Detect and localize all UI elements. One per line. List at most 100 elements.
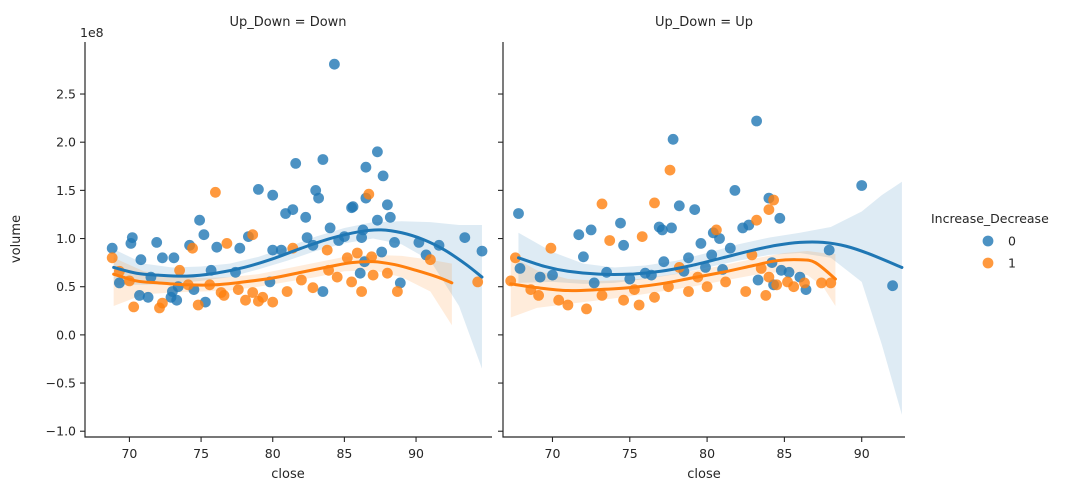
scatter-point-0 xyxy=(783,266,795,278)
scatter-point-1 xyxy=(596,198,608,210)
scatter-point-1 xyxy=(174,264,186,276)
scatter-point-0 xyxy=(601,266,612,278)
scatter-point-1 xyxy=(649,197,660,209)
y-tick-label: 2.5 xyxy=(56,87,76,102)
scatter-point-0 xyxy=(459,232,471,244)
scatter-point-1 xyxy=(760,290,772,301)
scatter-point-1 xyxy=(472,276,484,288)
legend-marker-0 xyxy=(982,235,994,247)
scatter-point-0 xyxy=(329,58,340,70)
scatter-point-1 xyxy=(683,286,694,297)
scatter-point-1 xyxy=(618,294,629,306)
legend-title: Increase_Decrease xyxy=(931,211,1049,226)
scatter-point-0 xyxy=(618,239,629,251)
scatter-point-0 xyxy=(324,222,336,234)
y-tick-label: 0.5 xyxy=(56,279,76,294)
x-tick-label: 75 xyxy=(193,446,209,461)
scatter-point-0 xyxy=(514,263,526,274)
scatter-point-1 xyxy=(346,276,357,288)
scatter-point-0 xyxy=(300,211,312,223)
scatter-point-0 xyxy=(513,208,524,219)
scatter-point-1 xyxy=(210,186,221,198)
scatter-point-1 xyxy=(106,252,118,264)
scatter-point-1 xyxy=(382,267,393,279)
x-tick-label: 80 xyxy=(699,446,715,461)
scatter-point-0 xyxy=(151,237,163,248)
legend-entry-0-label: 0 xyxy=(1008,234,1016,249)
scatter-point-1 xyxy=(596,290,608,301)
scatter-point-1 xyxy=(664,164,676,176)
scatter-point-0 xyxy=(774,212,786,224)
scatter-point-0 xyxy=(737,222,749,234)
scatter-point-0 xyxy=(547,269,558,281)
scatter-point-0 xyxy=(700,262,711,273)
trend-line-1 xyxy=(509,258,837,293)
legend: Increase_Decrease 0 1 xyxy=(931,211,1049,271)
scatter-point-0 xyxy=(356,232,367,244)
y-tick-label: 1.0 xyxy=(56,231,76,246)
scatter-point-1 xyxy=(740,286,752,297)
trend-line-1 xyxy=(112,260,454,287)
scatter-point-0 xyxy=(384,211,396,223)
scatter-point-0 xyxy=(534,271,546,283)
scatter-point-1 xyxy=(247,229,259,241)
scatter-point-0 xyxy=(667,133,679,145)
scatter-point-1 xyxy=(356,286,367,297)
scatter-point-0 xyxy=(114,277,125,289)
scatter-point-0 xyxy=(752,274,764,286)
scatter-point-0 xyxy=(823,244,835,256)
y-axis-offset-label: 1e8 xyxy=(80,25,104,40)
y-tick-label: −0.5 xyxy=(46,376,76,391)
scatter-point-0 xyxy=(683,252,694,264)
scatter-point-1 xyxy=(553,294,565,306)
scatter-point-1 xyxy=(768,194,779,206)
scatter-point-1 xyxy=(192,299,204,311)
scatter-point-0 xyxy=(317,154,329,165)
scatter-point-0 xyxy=(724,242,736,254)
scatter-point-0 xyxy=(290,158,302,169)
scatter-point-1 xyxy=(267,296,279,308)
x-tick-label: 90 xyxy=(854,446,870,461)
scatter-point-0 xyxy=(313,192,324,204)
x-axis-label-up: close xyxy=(687,467,720,482)
scatter-point-1 xyxy=(215,287,227,298)
scatter-point-1 xyxy=(751,214,762,226)
scatter-point-0 xyxy=(168,252,180,264)
scatter-point-1 xyxy=(253,295,264,307)
scatter-point-0 xyxy=(389,237,400,248)
axis-spines xyxy=(502,42,905,438)
scatter-point-1 xyxy=(649,291,660,303)
scatter-point-1 xyxy=(331,271,343,283)
scatter-point-0 xyxy=(194,214,206,226)
scatter-point-0 xyxy=(673,200,685,212)
scatter-point-1 xyxy=(763,271,775,283)
scatter-point-0 xyxy=(142,291,154,303)
scatter-point-0 xyxy=(695,238,707,249)
y-axis-label: volume xyxy=(9,215,24,263)
scatter-point-0 xyxy=(134,290,145,301)
scatter-point-0 xyxy=(301,232,313,244)
legend-marker-1 xyxy=(982,257,994,269)
scatter-point-0 xyxy=(714,233,725,244)
scatter-point-0 xyxy=(346,202,357,214)
scatter-point-1 xyxy=(425,254,436,266)
scatter-point-0 xyxy=(135,254,147,266)
x-tick-label: 75 xyxy=(622,446,638,461)
scatter-point-1 xyxy=(307,282,319,294)
trend-line-0 xyxy=(516,240,904,277)
scatter-point-0 xyxy=(585,224,597,236)
scatter-point-1 xyxy=(533,290,544,301)
x-tick-label: 70 xyxy=(121,446,137,461)
scatter-point-1 xyxy=(633,299,645,311)
scatter-point-0 xyxy=(317,286,329,297)
scatter-point-0 xyxy=(624,273,636,285)
scatter-point-0 xyxy=(658,256,670,268)
scatter-point-1 xyxy=(763,204,775,216)
scatter-point-1 xyxy=(232,284,244,295)
scatter-point-1 xyxy=(701,281,713,293)
scatter-point-0 xyxy=(372,214,383,226)
trend-line-0 xyxy=(112,228,484,279)
scatter-point-0 xyxy=(267,189,279,201)
scatter-point-1 xyxy=(816,277,827,289)
